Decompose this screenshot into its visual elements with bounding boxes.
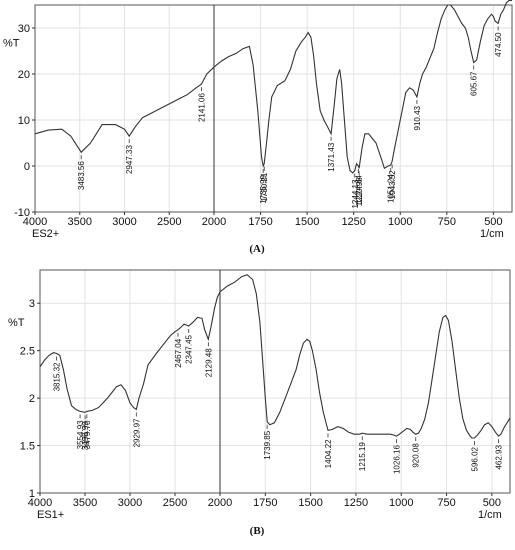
sample-label: ES1+ [37, 509, 64, 521]
peak-label: 1051.24 [387, 174, 396, 203]
x-tick-label: 3500 [68, 216, 92, 228]
x-tick-label: 4000 [28, 497, 52, 509]
peak-label: 2129.48 [204, 348, 213, 377]
x-tick-label: 750 [438, 216, 456, 228]
peak-label: 462.93 [495, 445, 504, 470]
spectrum-line [39, 274, 511, 439]
y-tick-label: -10 [14, 207, 30, 219]
y-tick-label: 3 [29, 298, 35, 310]
peak-label: 920.08 [412, 443, 421, 468]
y-tick-label: 1 [29, 488, 35, 500]
y-tick-label: 2.5 [20, 346, 35, 358]
peak-label: 3498.99 [81, 421, 90, 450]
spectrum-line [34, 0, 512, 174]
peak-label: 3815.32 [53, 362, 62, 391]
peak-label: 1371.43 [327, 142, 336, 171]
x-axis-label: 1/cm [478, 509, 502, 521]
peak-label: 2947.33 [125, 145, 134, 174]
chart-panel-b: 4000 3500 3000 2500 2000 1750 1500 1250 1000 750 5… [8, 269, 511, 537]
peak-label: 1735.99 [259, 174, 268, 203]
x-tick-label: 1750 [248, 216, 272, 228]
peak-label: 910.43 [413, 105, 422, 130]
x-tick-label: 750 [437, 497, 455, 509]
sample-label: ES2+ [32, 228, 59, 240]
y-tick-label: 20 [18, 69, 30, 81]
peak-label: 2141.06 [197, 93, 206, 122]
peak-label: 2347.45 [185, 334, 194, 363]
x-tick-label: 1000 [388, 216, 412, 228]
x-tick-label: 2500 [163, 497, 187, 509]
x-axis-label: 1/cm [480, 228, 504, 240]
x-tick-label: 3000 [118, 497, 142, 509]
y-tick-label: 2 [29, 393, 35, 405]
x-tick-label: 2000 [208, 497, 232, 509]
x-tick-label: 1500 [295, 216, 319, 228]
y-tick-label: 1.5 [20, 441, 35, 453]
x-tick-label: 1750 [253, 497, 277, 509]
x-tick-label: 3500 [73, 497, 97, 509]
peak-label: 1220.98 [355, 177, 364, 206]
y-axis-label: %T [8, 317, 25, 329]
peak-label: 1026.16 [393, 445, 402, 474]
y-tick-label: 30 [18, 23, 30, 35]
peak-label: 2467.04 [174, 338, 183, 367]
chart-panel-a: 4000 3500 3000 2500 2000 1750 1500 1250 1000 750 5… [3, 0, 513, 255]
peak-label: 3554.93 [76, 420, 85, 449]
peak-label: 474.50 [494, 32, 503, 57]
peak-label: 596.02 [471, 446, 480, 471]
plot-frame [39, 269, 511, 494]
x-tick-label: 1250 [341, 216, 365, 228]
peak-label: 1739.85 [263, 430, 272, 459]
peak-label: 3483.56 [77, 161, 86, 190]
peak-label: 1730.21 [260, 172, 269, 201]
y-axis-label: %T [3, 37, 20, 49]
peak-label: 3479.70 [83, 420, 92, 449]
x-tick-label: 3000 [112, 216, 136, 228]
panel-label: (B) [250, 525, 265, 537]
x-tick-label: 500 [484, 216, 502, 228]
x-tick-label: 2000 [202, 216, 226, 228]
peak-label: 1215.19 [358, 442, 367, 471]
gridlines [39, 270, 510, 494]
peak-label: 1404.22 [324, 439, 333, 468]
panel-label: (A) [249, 243, 265, 255]
x-tick-label: 500 [483, 497, 501, 509]
x-tick-label: 4000 [23, 216, 47, 228]
plot-frame [34, 4, 513, 213]
peak-label: 2929.97 [132, 418, 141, 447]
x-tick-label: 1250 [344, 497, 368, 509]
peak-label: 1244.13 [351, 179, 360, 208]
x-tick-label: 2500 [157, 216, 181, 228]
peak-label: 1224.84 [354, 174, 363, 203]
y-tick-label: 0 [24, 161, 30, 173]
gridlines [34, 5, 512, 213]
peak-label: 1043.52 [388, 170, 397, 199]
x-tick-label: 1000 [389, 497, 413, 509]
peak-label: 605.67 [470, 71, 479, 96]
x-tick-label: 1500 [298, 497, 322, 509]
y-tick-label: 10 [18, 115, 30, 127]
